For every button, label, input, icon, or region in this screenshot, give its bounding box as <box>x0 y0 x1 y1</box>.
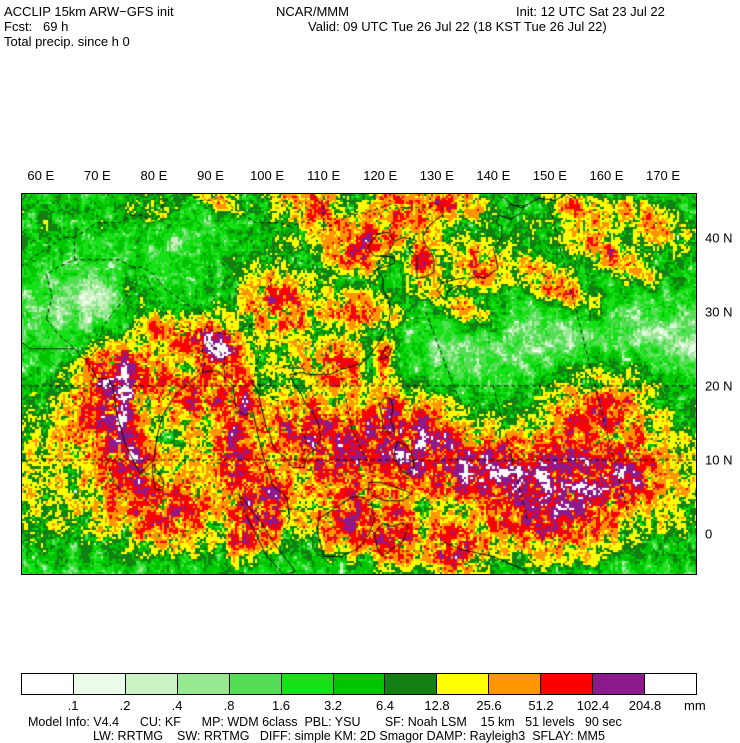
lon-tick-130: 130 E <box>419 168 454 183</box>
lon-tick-80: 80 E <box>140 168 168 183</box>
precipitation-map[interactable] <box>21 193 697 575</box>
color-tick-6.4: 6.4 <box>375 698 395 713</box>
color-swatch-7 <box>385 674 438 694</box>
lon-tick-150: 150 E <box>532 168 567 183</box>
lat-tick-10: 10 N <box>705 452 733 468</box>
color-scale-bar <box>21 673 697 695</box>
color-swatch-4 <box>229 674 282 694</box>
valid-time: Valid: 09 UTC Tue 26 Jul 22 (18 KST Tue … <box>308 19 607 34</box>
color-scale-unit: mm <box>684 698 706 713</box>
lon-tick-140: 140 E <box>476 168 511 183</box>
color-swatch-0 <box>22 674 74 694</box>
model-info-line-1: Model Info: V4.4 CU: KF MP: WDM 6class P… <box>28 715 622 729</box>
color-swatch-6 <box>333 674 386 694</box>
lon-tick-90: 90 E <box>197 168 224 183</box>
lat-tick-20: 20 N <box>705 378 733 394</box>
lon-tick-60: 60 E <box>27 168 55 183</box>
map-frame <box>21 193 697 575</box>
color-tick-51.2: 51.2 <box>528 698 554 713</box>
lon-tick-120: 120 E <box>363 168 398 183</box>
color-tick-102.4: 102.4 <box>576 698 610 713</box>
color-swatch-11 <box>593 674 646 694</box>
color-tick-3.2: 3.2 <box>323 698 343 713</box>
lon-tick-110: 110 E <box>307 168 341 183</box>
field-description: Total precip. since h 0 <box>4 34 130 49</box>
color-tick-.8: .8 <box>223 698 235 713</box>
color-swatch-8 <box>437 674 490 694</box>
center-label: NCAR/MMM <box>276 4 349 19</box>
color-swatch-12 <box>645 674 696 694</box>
lon-tick-160: 160 E <box>589 168 624 183</box>
init-time: Init: 12 UTC Sat 23 Jul 22 <box>516 4 665 19</box>
color-tick-.2: .2 <box>119 698 131 713</box>
lat-tick-40: 40 N <box>705 230 733 245</box>
color-swatch-1 <box>73 674 126 694</box>
lat-tick-0: 0 <box>705 526 713 542</box>
color-swatch-10 <box>541 674 594 694</box>
map-boundaries <box>21 193 697 575</box>
lon-tick-100: 100 E <box>250 168 285 183</box>
model-info-line-2: LW: RRTMG SW: RRTMG DIFF: simple KM: 2D … <box>93 729 605 743</box>
forecast-hour: Fcst: 69 h <box>4 19 69 34</box>
model-title: ACCLIP 15km ARW−GFS init <box>4 4 174 19</box>
color-swatch-2 <box>125 674 178 694</box>
color-tick-.4: .4 <box>171 698 183 713</box>
color-swatch-9 <box>489 674 542 694</box>
color-tick-12.8: 12.8 <box>424 698 450 713</box>
color-tick-.1: .1 <box>67 698 79 713</box>
lon-tick-170: 170 E <box>646 168 681 183</box>
lon-tick-70: 70 E <box>83 168 111 183</box>
color-swatch-3 <box>177 674 230 694</box>
color-tick-1.6: 1.6 <box>271 698 291 713</box>
color-swatch-5 <box>281 674 334 694</box>
color-tick-25.6: 25.6 <box>476 698 502 713</box>
color-tick-204.8: 204.8 <box>628 698 662 713</box>
lat-tick-30: 30 N <box>705 304 733 320</box>
